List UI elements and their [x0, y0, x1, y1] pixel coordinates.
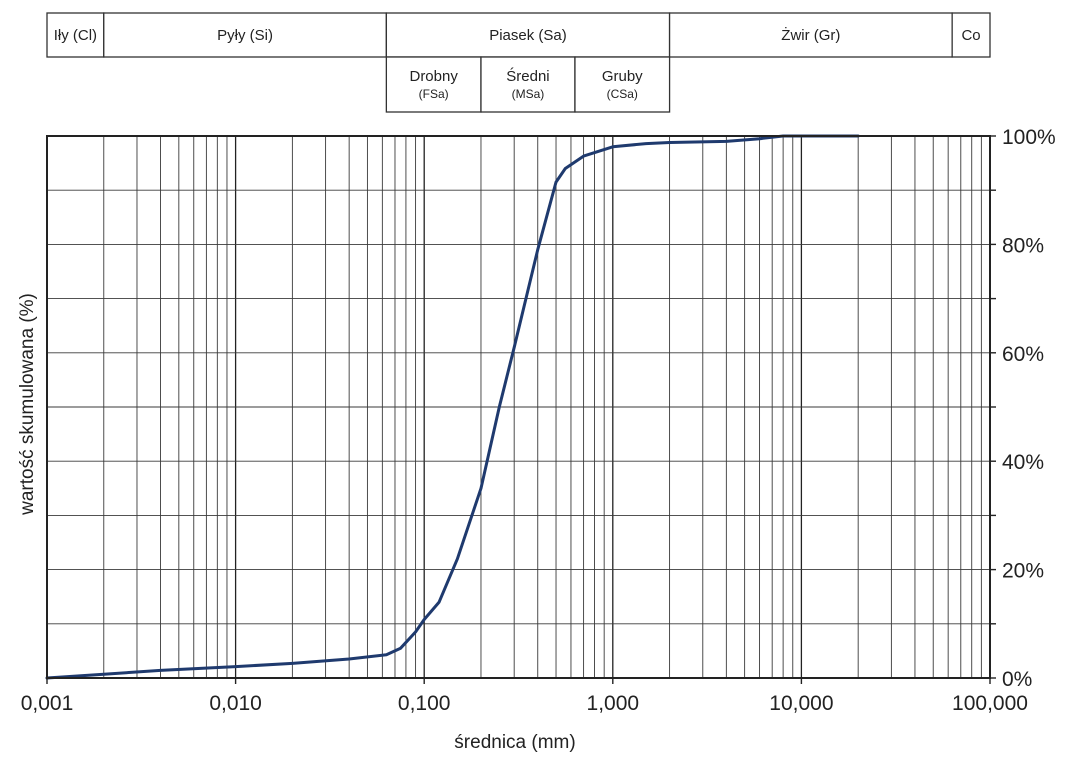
fraction-band-label: Pyły (Si) [217, 27, 273, 44]
x-tick-label: 100,000 [952, 692, 1028, 715]
x-axis-title: średnica (mm) [454, 732, 575, 753]
sand-subfraction-code: (FSa) [419, 87, 449, 101]
sand-subfraction-box [480, 56, 576, 113]
sand-subfraction-box [385, 56, 482, 113]
sand-subfraction-code: (CSa) [607, 87, 638, 101]
y-tick-label: 20% [1002, 560, 1044, 583]
fraction-band-label: Iły (Cl) [54, 27, 97, 44]
y-tick-label: 80% [1002, 234, 1044, 257]
sand-subfraction-label: Gruby [602, 68, 643, 85]
grading-curve-layer [45, 134, 860, 680]
y-axis-title: wartość skumulowana (%) [17, 293, 38, 516]
y-tick-label: 40% [1002, 451, 1044, 474]
y-tick-label: 0% [1002, 668, 1032, 691]
sand-subfraction-label: Średni [506, 67, 549, 85]
fraction-band-box [951, 12, 991, 58]
fraction-band-label: Piasek (Sa) [489, 27, 567, 44]
fraction-band-box [46, 12, 105, 58]
fraction-bands-header: Iły (Cl) Pyły (Si) Piasek (Sa) Żwir (Gr) Co D… [46, 12, 991, 113]
x-tick-label: 0,010 [209, 692, 262, 715]
x-tick-label: 1,000 [587, 692, 640, 715]
sand-subfraction-label: Drobny [409, 68, 458, 85]
plot-grid [46, 135, 991, 679]
sand-subfraction-box [574, 56, 671, 113]
fraction-band-label: Żwir (Gr) [781, 26, 840, 44]
x-tick-label: 0,001 [21, 692, 74, 715]
x-tick-label: 0,100 [398, 692, 451, 715]
grading-curve-series [45, 134, 860, 680]
x-tick-label: 10,000 [769, 692, 833, 715]
fraction-band-box [385, 12, 671, 58]
fraction-band-box [103, 12, 388, 58]
y-tick-label: 100% [1002, 126, 1056, 149]
sand-subfraction-code: (MSa) [512, 87, 545, 101]
fraction-band-label: Co [961, 27, 980, 44]
y-tick-label: 60% [1002, 343, 1044, 366]
